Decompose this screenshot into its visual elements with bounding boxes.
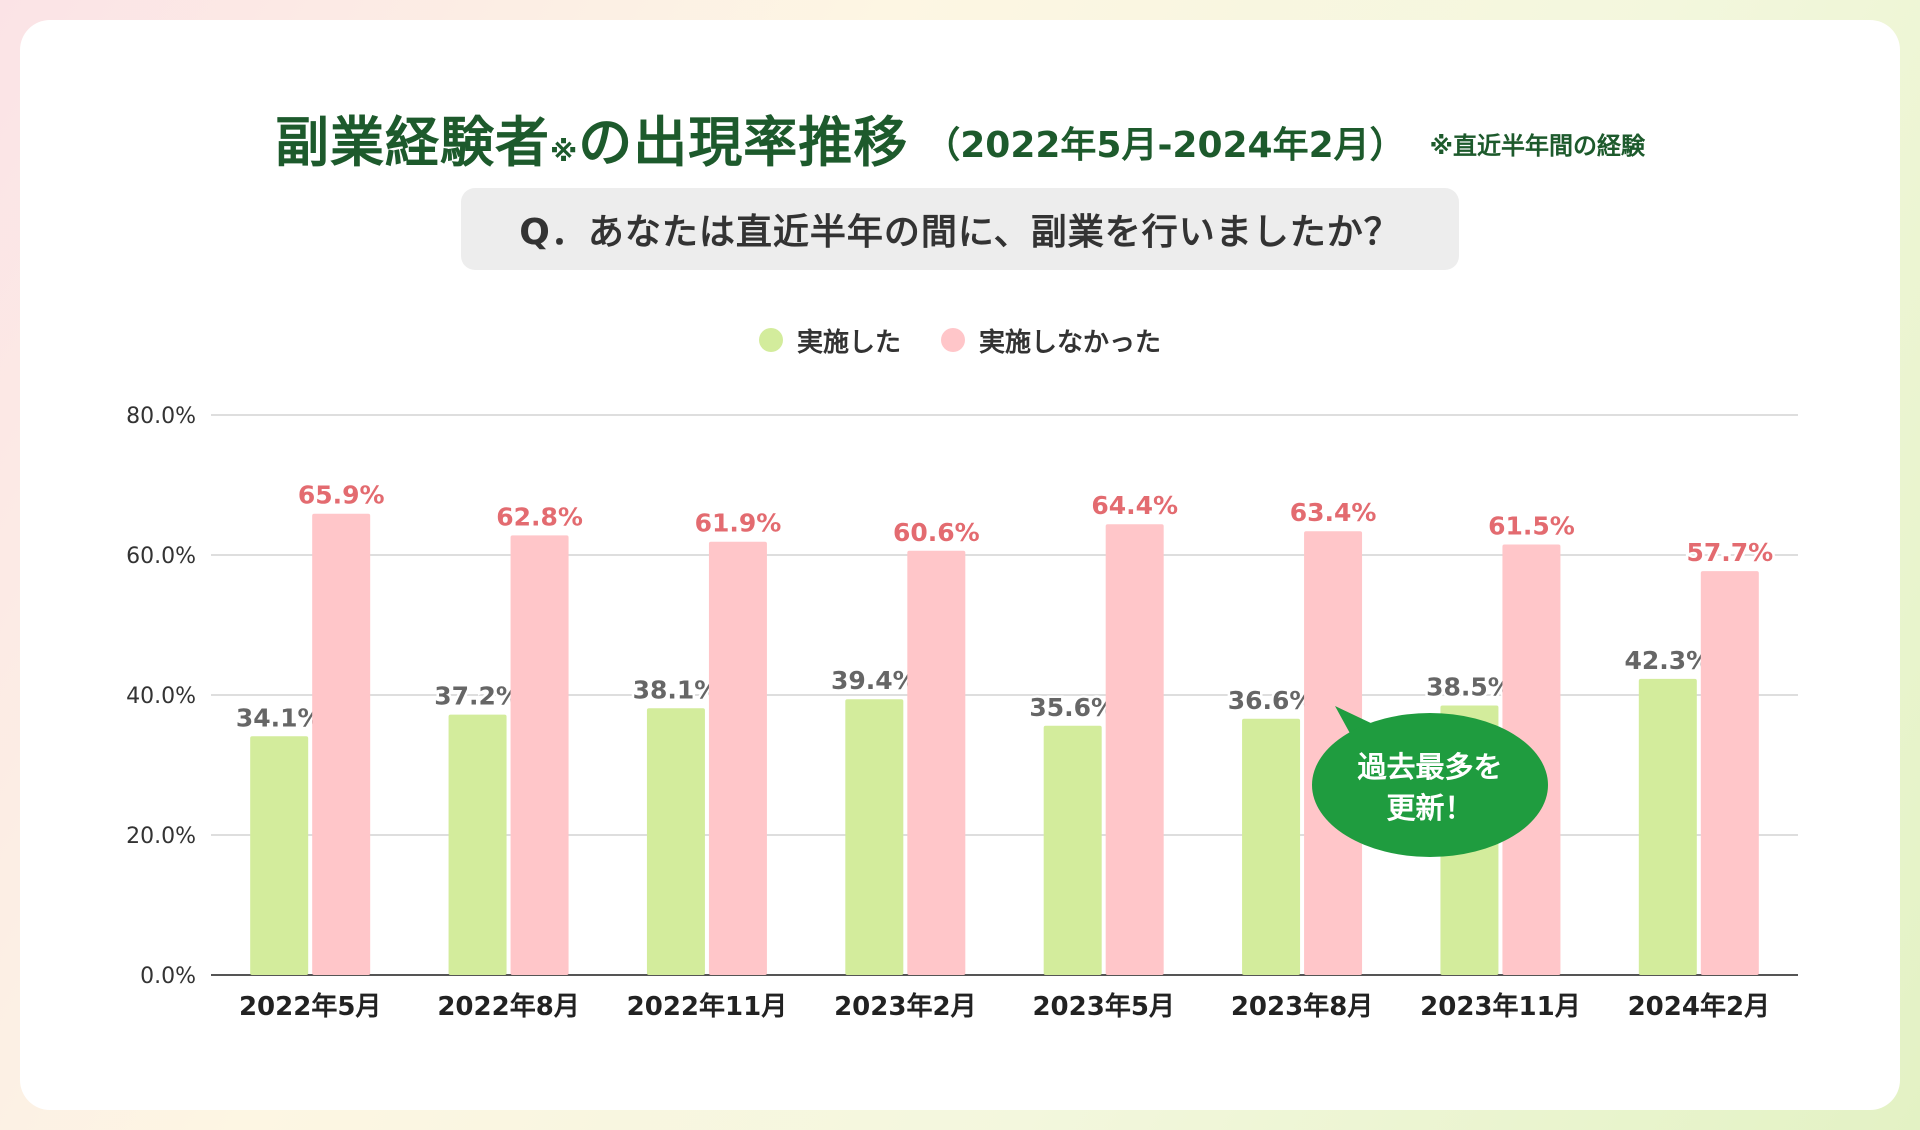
legend-swatch-did <box>758 328 783 352</box>
bar-did-not <box>1700 571 1759 975</box>
data-label-did: 39.4% <box>831 666 918 695</box>
chart-card: 副業経験者※の出現率推移 （2022年5月-2024年2月） ※直近半年間の経験… <box>20 20 1900 1110</box>
bar-chart: 0.0% 20.0% 40.0% 60.0% 80.0% 34.1% 65.9% 2022年5… <box>126 404 1798 1022</box>
callout-line-2: 更新！ <box>1386 791 1473 825</box>
y-tick-label: 60.0% <box>126 544 196 569</box>
data-label-did-not: 63.4% <box>1290 498 1377 527</box>
bar-did-not <box>510 535 569 975</box>
callout-bubble <box>1312 713 1548 857</box>
bar-did <box>1638 678 1697 975</box>
callout-line-1: 過去最多を <box>1357 750 1502 784</box>
data-label-did-not: 61.9% <box>695 509 782 538</box>
x-tick-label: 2023年11月 <box>1420 991 1581 1022</box>
legend-label-did-not: 実施しなかった <box>979 327 1162 358</box>
bar-did <box>448 714 507 975</box>
data-label-did: 34.1% <box>236 703 323 732</box>
y-tick-label: 40.0% <box>126 684 196 709</box>
x-tick-label: 2022年5月 <box>239 991 381 1022</box>
x-tick-label: 2023年8月 <box>1231 991 1373 1022</box>
y-tick-label: 0.0% <box>140 964 196 989</box>
data-label-did: 38.5% <box>1426 673 1513 702</box>
bar-did-not <box>1105 524 1164 975</box>
bar-did <box>646 708 705 975</box>
legend-item-did: 実施した <box>758 322 901 359</box>
title-note: ※直近半年間の経験 <box>1429 132 1645 161</box>
legend-label-did: 実施した <box>796 327 901 358</box>
data-label-did: 38.1% <box>633 675 720 704</box>
bar-did-not <box>708 541 767 975</box>
x-tick-label: 2023年5月 <box>1032 991 1174 1022</box>
data-label-did-not: 62.8% <box>496 502 583 531</box>
x-tick-label: 2024年2月 <box>1628 991 1770 1022</box>
data-label-did-not: 65.9% <box>298 481 385 510</box>
question-box: Q．あなたは直近半年の間に、副業を行いましたか？ <box>461 188 1459 270</box>
data-label-did-not: 57.7% <box>1686 538 1773 567</box>
y-tick-label: 80.0% <box>126 404 196 429</box>
x-tick-label: 2022年8月 <box>437 991 579 1022</box>
bar-did <box>1043 725 1102 975</box>
data-label-did-not: 61.5% <box>1488 512 1575 541</box>
bar-did-not <box>312 513 371 975</box>
bar-did <box>845 699 904 975</box>
data-label-did: 37.2% <box>434 682 521 711</box>
y-tick-label: 20.0% <box>126 824 196 849</box>
data-label-did: 35.6% <box>1029 693 1116 722</box>
data-label-did-not: 64.4% <box>1091 491 1178 520</box>
question-text: Q．あなたは直近半年の間に、副業を行いましたか？ <box>519 212 1401 253</box>
data-label-did: 36.6% <box>1228 686 1315 715</box>
bar-did <box>1242 718 1301 975</box>
title-period: （2022年5月-2024年2月） <box>924 125 1406 167</box>
bar-did-not <box>907 550 966 975</box>
legend-item-did-not: 実施しなかった <box>941 322 1161 359</box>
x-tick-label: 2022年11月 <box>627 991 788 1022</box>
x-tick-label: 2023年2月 <box>834 991 976 1022</box>
title-main: 副業経験者※の出現率推移 <box>274 111 909 174</box>
legend-swatch-did-not <box>941 328 965 352</box>
legend: 実施した 実施しなかった <box>20 320 1900 360</box>
bar-did <box>250 736 309 975</box>
data-label-did: 42.3% <box>1624 646 1711 675</box>
data-label-did-not: 60.6% <box>893 518 980 547</box>
chart-title: 副業経験者※の出現率推移 （2022年5月-2024年2月） ※直近半年間の経験 <box>20 90 1900 170</box>
